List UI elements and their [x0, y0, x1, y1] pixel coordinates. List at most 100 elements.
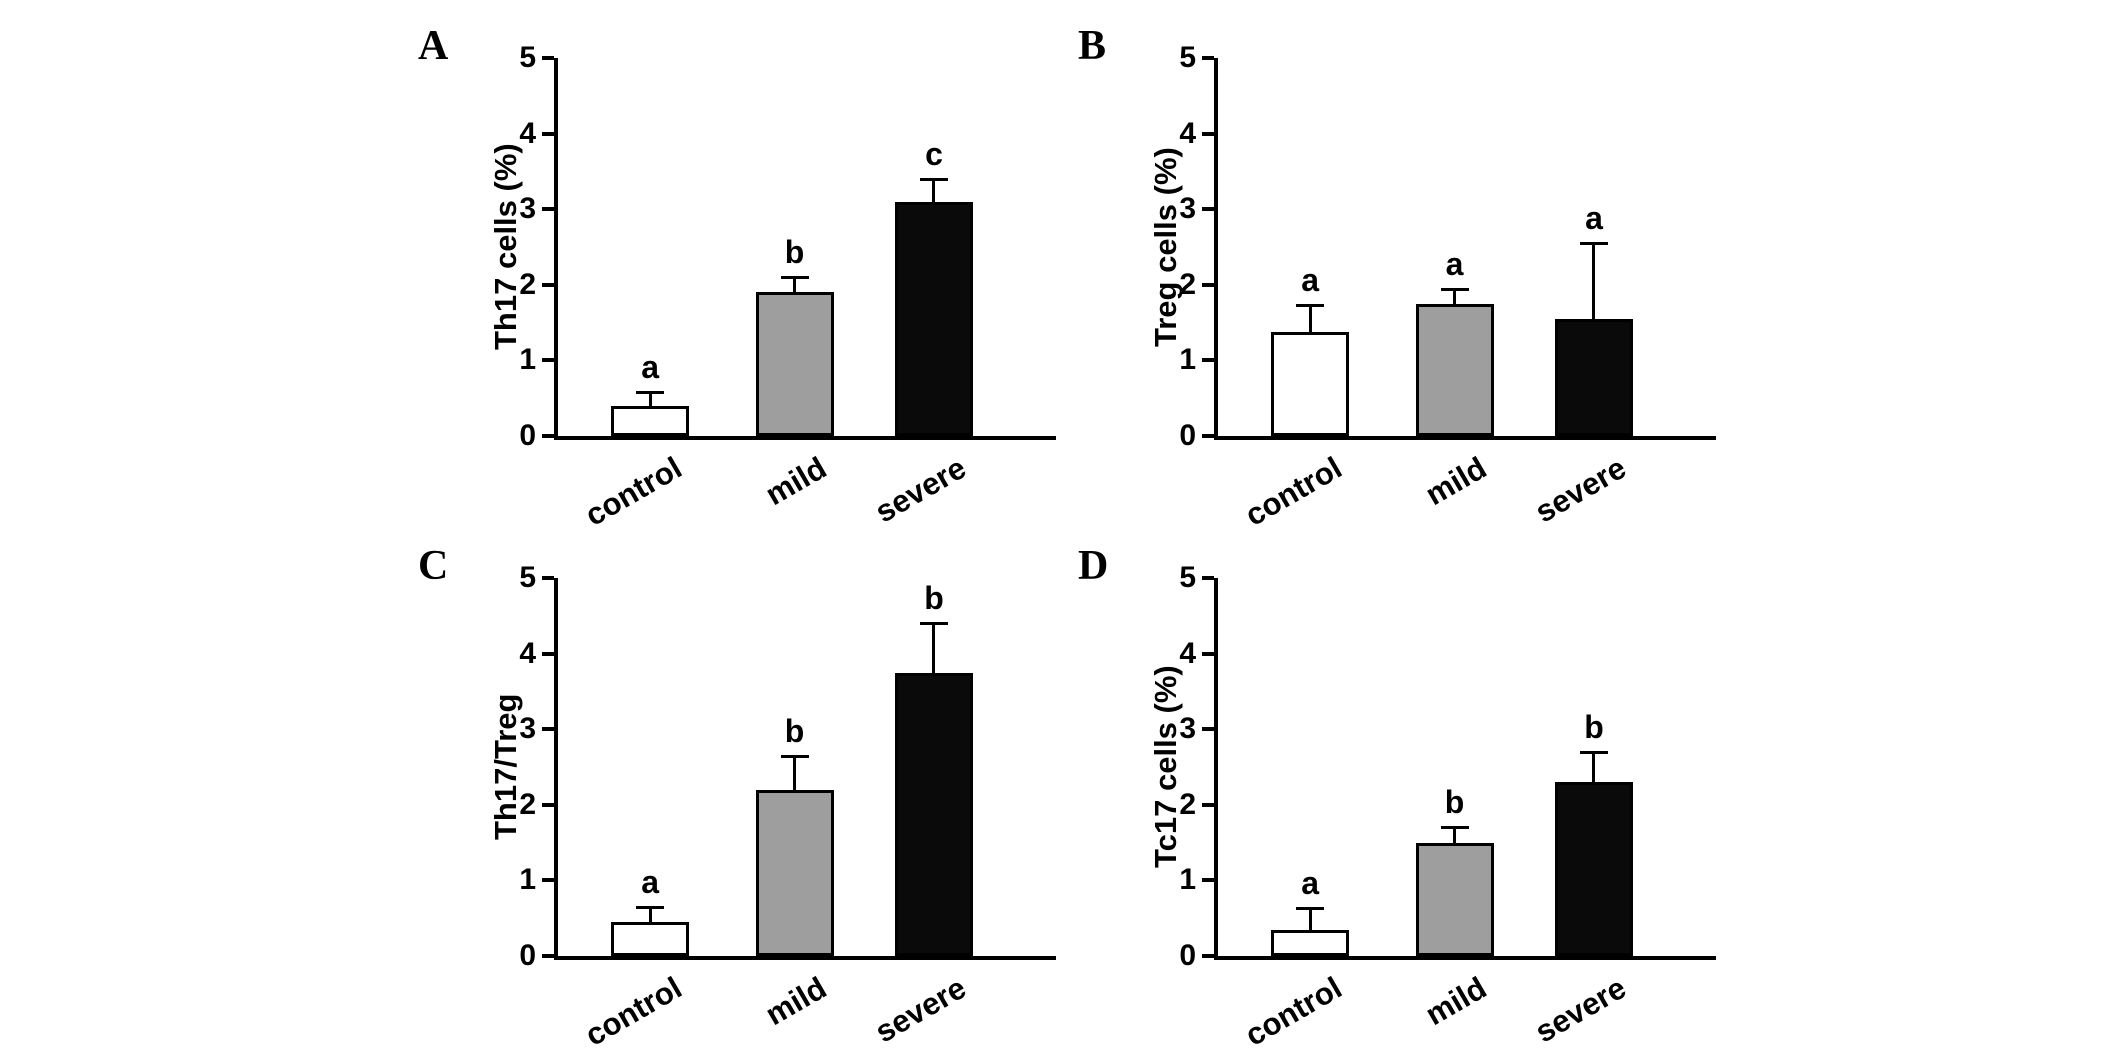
panel-letter: B — [1078, 23, 1107, 69]
y-tick-label: 2 — [519, 787, 536, 821]
x-tick-label: control — [1239, 970, 1348, 1053]
y-tick-label: 2 — [519, 267, 536, 301]
y-tick — [1202, 358, 1214, 363]
y-tick-label: 4 — [519, 116, 536, 150]
error-bar-cap — [1579, 242, 1608, 246]
y-tick-label: 5 — [519, 561, 536, 594]
bar-mild — [755, 292, 834, 436]
plot-area: 0 1 2 3 4 5 a control b mild b severe — [519, 561, 1056, 1053]
significance-letter: a — [1585, 200, 1603, 237]
significance-letter: b — [1584, 708, 1604, 745]
x-tick-label: mild — [1419, 450, 1493, 513]
bar-control — [1271, 331, 1350, 436]
y-tick — [1202, 802, 1214, 807]
y-tick-label: 5 — [1179, 561, 1196, 594]
y-tick-label: 4 — [519, 636, 536, 670]
y-tick — [542, 878, 554, 883]
y-tick-label: 3 — [1179, 192, 1196, 226]
y-tick — [542, 207, 554, 212]
panel-letter: D — [1078, 543, 1109, 589]
y-tick-label: 0 — [519, 419, 536, 452]
plot-area: 0 1 2 3 4 5 a control b mild b severe — [1179, 561, 1716, 1053]
significance-letter: b — [784, 234, 805, 271]
y-tick-label: 1 — [1179, 343, 1196, 377]
x-tick-label: mild — [759, 970, 833, 1033]
error-bar-stem — [932, 623, 936, 673]
y-tick — [1202, 56, 1214, 60]
y-tick — [542, 802, 554, 807]
bar-severe — [894, 672, 973, 956]
y-tick-label: 0 — [519, 939, 536, 972]
y-tick — [542, 727, 554, 732]
error-bar-stem — [648, 906, 652, 922]
y-tick — [1202, 576, 1214, 580]
bar-mild — [1415, 842, 1494, 956]
y-tick — [1202, 878, 1214, 883]
x-tick-label: control — [1239, 450, 1348, 533]
significance-letter: b — [1444, 784, 1465, 821]
significance-letter: c — [925, 135, 943, 172]
y-tick — [1202, 434, 1214, 438]
y-tick — [542, 576, 554, 580]
significance-letter: a — [1445, 245, 1464, 282]
error-bar-stem — [1308, 908, 1312, 930]
bar-control — [611, 405, 690, 436]
significance-letter: b — [784, 712, 805, 749]
bar-mild — [1415, 303, 1494, 436]
chart-panel-d: D Tc17 cells (%) 0 1 2 3 4 5 a control b mild b sev… — [1070, 530, 1730, 1053]
y-tick — [542, 358, 554, 363]
x-tick-label: severe — [1528, 450, 1632, 530]
chart-panel-c: C Th17/Treg 0 1 2 3 4 5 a control b mild b severe — [410, 530, 1070, 1053]
error-bar-cap — [919, 177, 948, 181]
error-bar-stem — [1592, 751, 1596, 783]
significance-letter: a — [641, 349, 660, 386]
y-tick — [1202, 954, 1214, 958]
y-tick — [1202, 282, 1214, 287]
bar-control — [611, 921, 690, 956]
y-tick — [542, 56, 554, 60]
bar-severe — [1554, 782, 1633, 956]
bar-severe — [894, 201, 973, 436]
error-bar-cap — [636, 391, 665, 395]
y-tick — [542, 282, 554, 287]
error-bar-cap — [1296, 907, 1325, 911]
significance-letter: a — [1301, 865, 1320, 902]
panel-grid: A Th17 cells (%) 0 1 2 3 4 5 a control b mild c sev… — [410, 10, 1730, 1053]
error-bar-stem — [1592, 243, 1596, 319]
y-tick-label: 0 — [1179, 939, 1196, 972]
x-tick-label: mild — [759, 450, 833, 513]
error-bar-stem — [793, 755, 797, 790]
error-bar-cap — [1296, 304, 1325, 308]
error-bar-cap — [636, 905, 665, 909]
y-tick — [542, 954, 554, 958]
x-tick-label: mild — [1419, 970, 1493, 1033]
x-tick-label: severe — [1528, 970, 1632, 1050]
y-tick-label: 2 — [1179, 787, 1196, 821]
x-tick-label: severe — [868, 450, 972, 530]
y-tick — [542, 434, 554, 438]
chart-panel-a: A Th17 cells (%) 0 1 2 3 4 5 a control b mild c sev… — [410, 10, 1070, 533]
y-tick-label: 4 — [1179, 116, 1196, 150]
error-bar-stem — [1308, 305, 1312, 332]
error-bar-stem — [932, 178, 936, 202]
x-tick-label: control — [579, 450, 688, 533]
error-bar-cap — [1579, 750, 1608, 754]
y-tick-label: 1 — [519, 863, 536, 897]
y-tick — [1202, 651, 1214, 656]
plot-area: 0 1 2 3 4 5 a control b mild c severe — [519, 41, 1056, 533]
x-tick-label: severe — [868, 970, 972, 1050]
y-tick — [542, 651, 554, 656]
bar-mild — [755, 789, 834, 956]
y-tick — [542, 131, 554, 136]
error-bar-cap — [780, 276, 809, 280]
error-bar-stem — [793, 277, 797, 293]
y-tick-label: 5 — [1179, 41, 1196, 74]
chart-panel-b: B Treg cells (%) 0 1 2 3 4 5 a control a mild a sev… — [1070, 10, 1730, 533]
plot-area: 0 1 2 3 4 5 a control a mild a severe — [1179, 41, 1716, 533]
y-tick-label: 4 — [1179, 636, 1196, 670]
error-bar-stem — [1453, 288, 1457, 304]
error-bar-cap — [1440, 287, 1469, 291]
y-tick-label: 3 — [1179, 712, 1196, 746]
panel-letter: A — [418, 23, 449, 69]
